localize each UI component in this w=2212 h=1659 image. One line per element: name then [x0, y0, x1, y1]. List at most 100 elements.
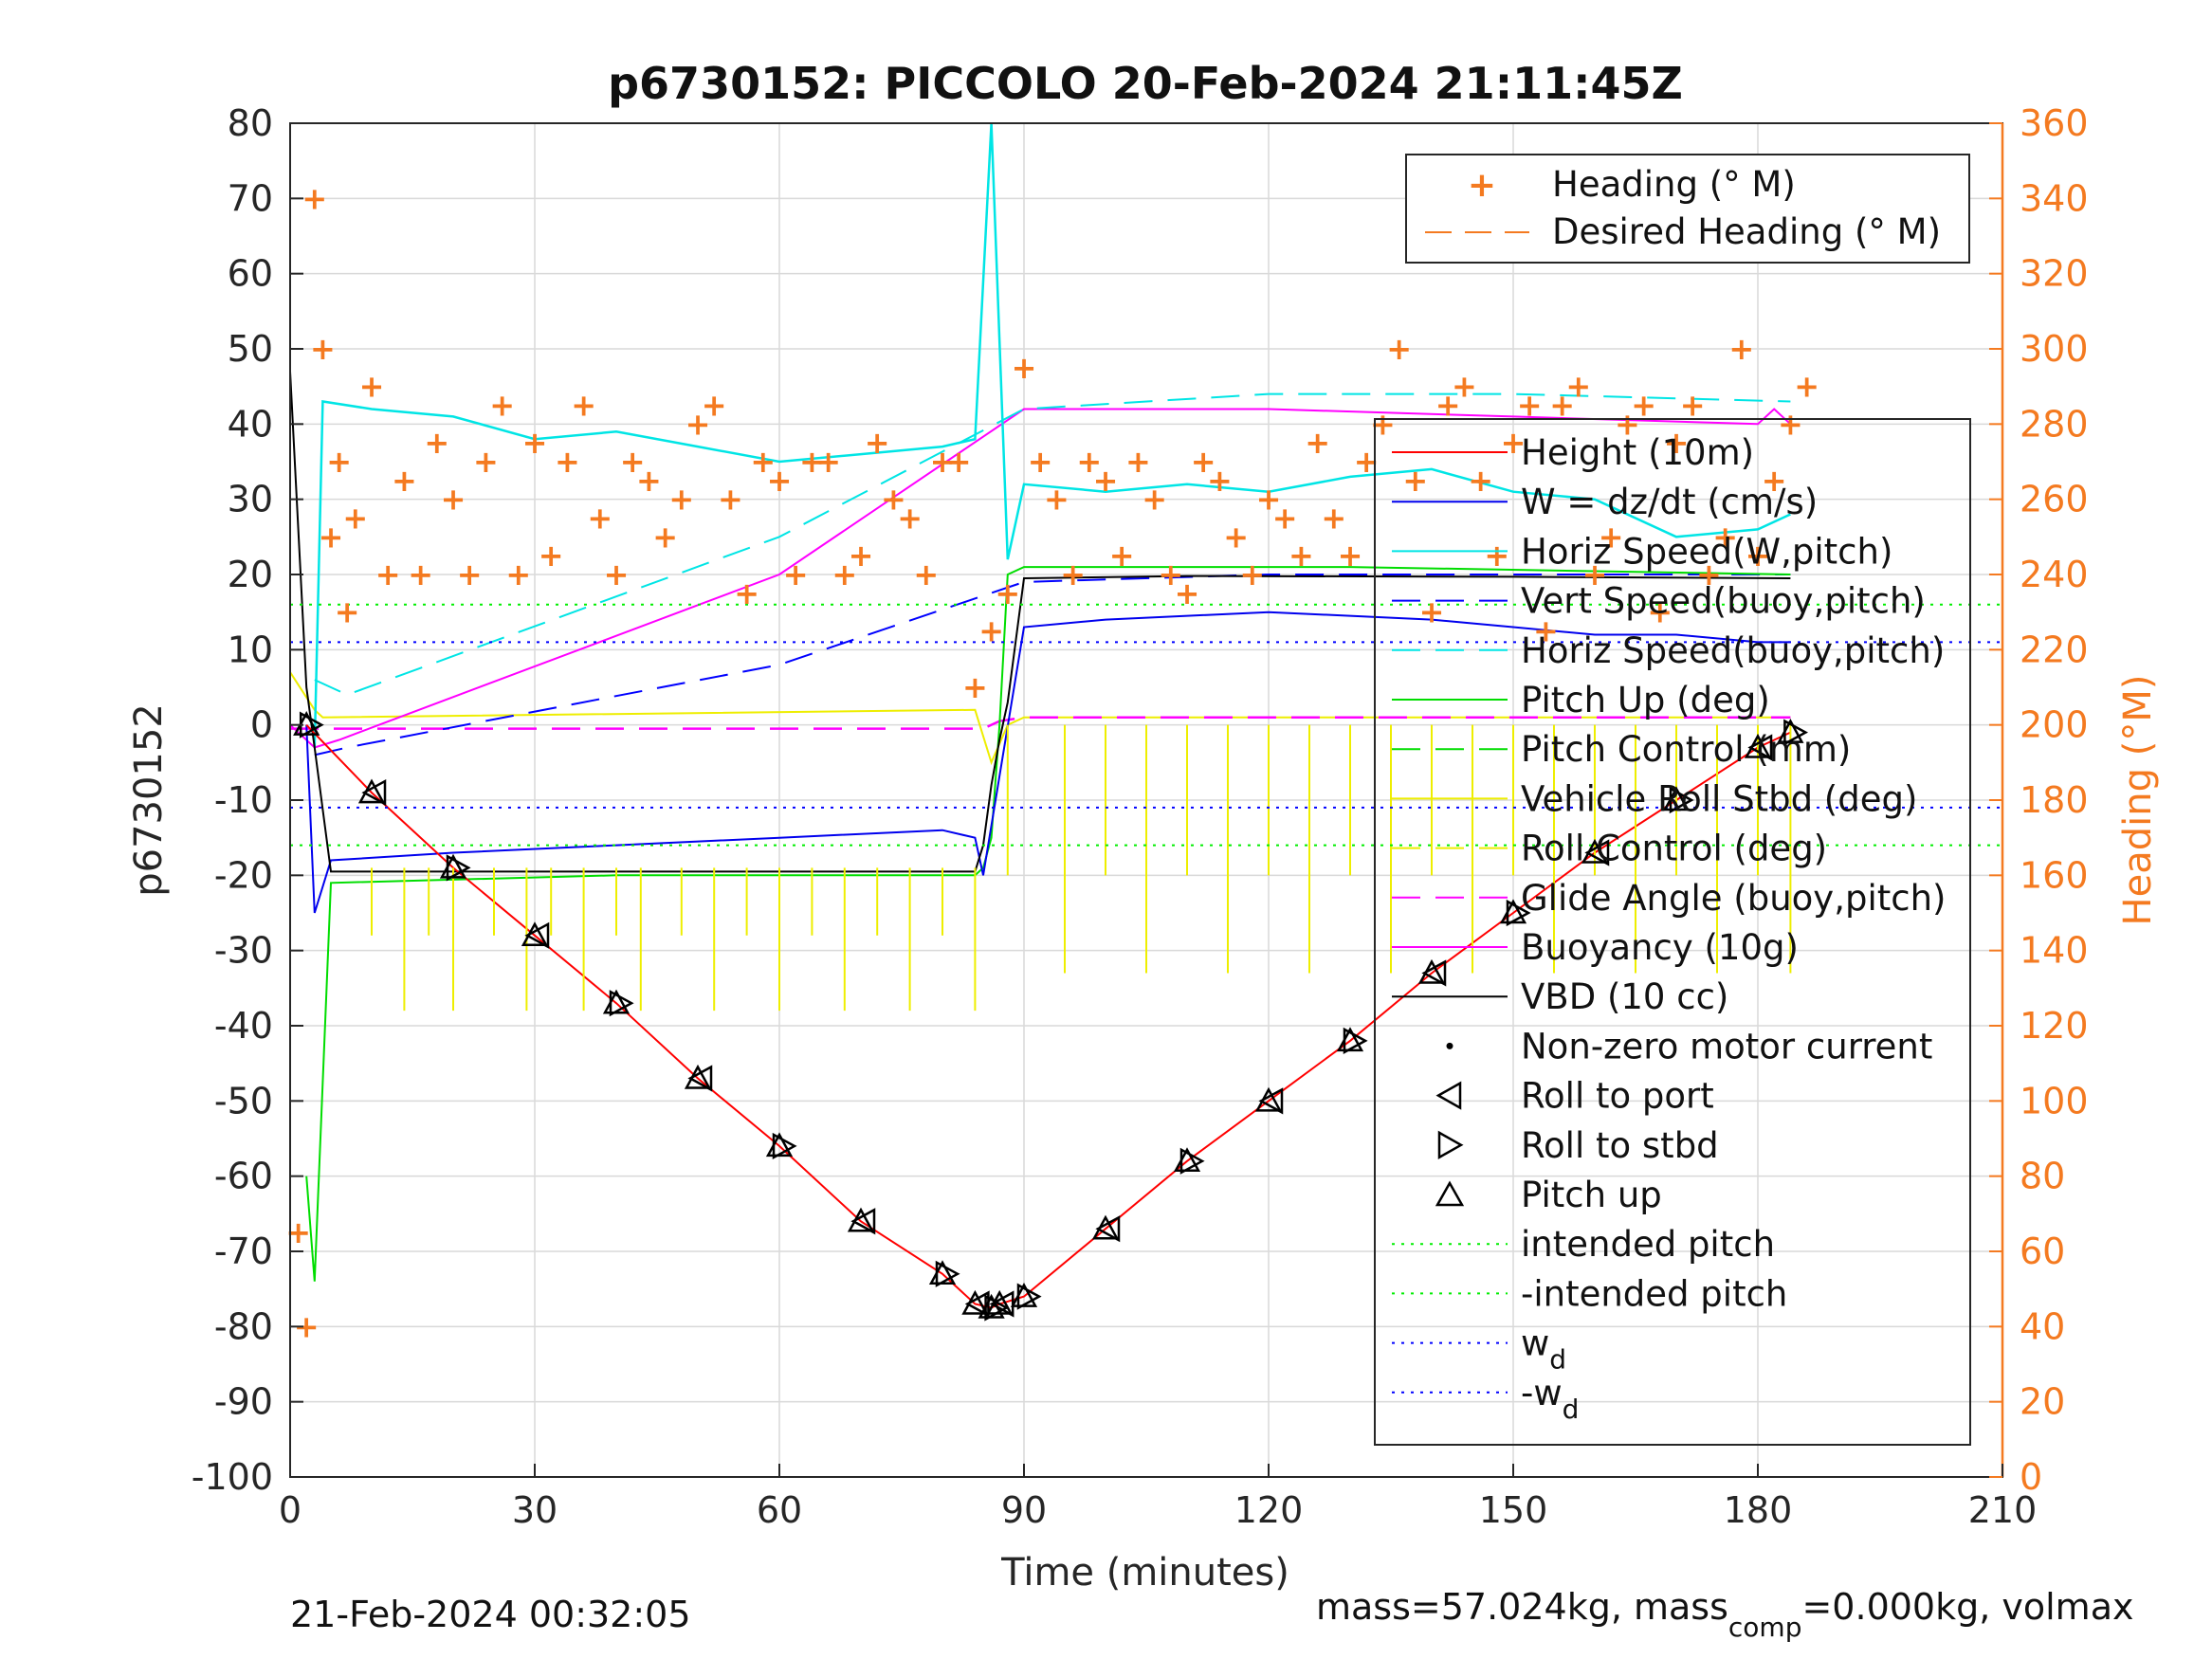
y2-tick-label: 240: [2020, 554, 2089, 595]
legend-label-height-10m-0: Height (10m): [1521, 432, 1754, 473]
heading-point: +: [587, 501, 612, 537]
y2-tick-label: 80: [2020, 1156, 2065, 1197]
y2-tick-label: 0: [2020, 1456, 2042, 1498]
y-tick-label: -20: [214, 854, 273, 896]
heading-point: +: [799, 444, 825, 480]
chart-title: p6730152: PICCOLO 20-Feb-2024 21:11:45Z: [608, 58, 1683, 109]
y2-axis-ticks: 0 20 40 60 80 100 120 140 160 180 200 220 240 260 280 3…: [1989, 102, 2089, 1498]
heading-point: +: [1599, 519, 1624, 555]
y-tick-label: -40: [214, 1005, 273, 1047]
legend-swatch-pitch-up: [1435, 1180, 1465, 1207]
pitch-roll-marker: [1783, 719, 1809, 746]
heading-point: +: [913, 556, 939, 592]
heading-point: +: [1272, 501, 1298, 537]
heading-point: +: [1207, 463, 1233, 499]
y-tick-label: 70: [228, 177, 273, 219]
footer-mass-subscript: comp: [1728, 1612, 1802, 1643]
heading-point: +: [489, 388, 515, 424]
heading-legend: + Heading (° M) Desired Heading (° M): [1405, 154, 1970, 264]
pitch-roll-marker: [850, 1208, 876, 1235]
y2-tick-label: 320: [2020, 253, 2089, 295]
heading-point: +: [1419, 594, 1445, 630]
heading-point: +: [1338, 538, 1363, 574]
y2-axis-label: Heading (°M): [2116, 675, 2160, 926]
heading-point: +: [1158, 556, 1183, 592]
y-tick-label: -90: [214, 1381, 273, 1423]
y2-tick-label: 260: [2020, 479, 2089, 520]
heading-point: +: [750, 444, 776, 480]
y-axis-ticks: -100-90-80-70-60-50-40-30-20-10010203040…: [192, 102, 303, 1498]
y-axis-label: p6730152: [127, 703, 171, 897]
heading-point: +: [718, 482, 743, 518]
heading-point: +: [1680, 388, 1706, 424]
pitch-roll-marker: [1506, 899, 1531, 927]
legend-subscript: d: [1563, 1394, 1580, 1425]
heading-point: +: [1549, 388, 1575, 424]
heading-point: +: [1223, 519, 1249, 555]
y-tick-label: -100: [192, 1456, 273, 1498]
legend-label-pitch-up-deg-5: Pitch Up (deg): [1521, 680, 1770, 720]
heading-point: +: [1452, 369, 1477, 405]
heading-point: +: [1076, 444, 1102, 480]
y-tick-label: -50: [214, 1080, 273, 1121]
heading-point: +: [1386, 331, 1412, 367]
y-tick-label: -10: [214, 779, 273, 821]
heading-point: +: [1175, 575, 1200, 611]
heading-point: +: [335, 594, 360, 630]
heading-point: +: [636, 463, 662, 499]
heading-point: +: [1093, 463, 1119, 499]
series-buoyancy-10g: [289, 408, 1792, 749]
heading-point: +: [310, 331, 336, 367]
heading-legend-label: Heading (° M): [1552, 164, 1796, 205]
pitch-roll-marker: [524, 921, 550, 949]
x-tick-label: 60: [757, 1489, 802, 1531]
legend-swatch-roll-to-port: [1435, 1081, 1462, 1110]
heading-point: +: [1582, 556, 1608, 592]
y2-tick-label: 200: [2020, 704, 2089, 746]
heading-point: +: [1142, 482, 1167, 518]
heading-point: +: [571, 388, 596, 424]
heading-point: +: [1012, 350, 1037, 386]
footer-timestamp: 21-Feb-2024 00:32:05: [290, 1594, 691, 1635]
x-tick-label: 30: [512, 1489, 558, 1531]
heading-point: +: [408, 556, 433, 592]
heading-point: +: [473, 444, 499, 480]
legend-label-vert-speed-buoy-pitch-3: Vert Speed(buoy,pitch): [1521, 581, 1926, 622]
heading-point: +: [1762, 463, 1787, 499]
heading-point: +: [326, 444, 352, 480]
legend-swatch-non-zero-motor-current: [1446, 1042, 1453, 1049]
pitch-roll-marker: [1343, 1027, 1368, 1054]
heading-point: +: [359, 369, 385, 405]
heading-point: +: [1501, 425, 1526, 461]
heading-point: +: [1484, 538, 1509, 574]
heading-point: +: [1191, 444, 1216, 480]
y-tick-label: 30: [228, 479, 273, 520]
desired-heading-legend-label: Desired Heading (° M): [1552, 211, 1941, 252]
x-tick-label: 150: [1479, 1489, 1548, 1531]
pitch-roll-marker: [1179, 1147, 1205, 1175]
heading-point: +: [832, 556, 857, 592]
y-tick-label: -60: [214, 1156, 273, 1197]
y2-tick-label: 340: [2020, 177, 2089, 219]
heading-point: +: [1615, 406, 1640, 442]
pitch-roll-marker: [687, 1065, 713, 1092]
series-horiz-speed-w-pitch: [313, 122, 1791, 748]
heading-point: +: [1256, 482, 1282, 518]
x-axis-ticks: 0 30 60 90 120 150 180 210: [279, 1464, 2037, 1531]
heading-point: +: [457, 556, 483, 592]
heading-point: +: [668, 482, 694, 518]
main-legend-box: [1374, 418, 1971, 1446]
footer-mass-text-a: mass=57.024kg, mass: [1316, 1586, 1728, 1628]
y-tick-label: 50: [228, 328, 273, 370]
y-tick-label: 40: [228, 403, 273, 445]
heading-point: +: [767, 463, 793, 499]
legend-label-glide-angle-buoy-pitch-9: Glide Angle (buoy,pitch): [1521, 878, 1946, 919]
heading-point: +: [604, 556, 630, 592]
heading-point: +: [539, 538, 564, 574]
legend-label-roll-to-stbd-14: Roll to stbd: [1521, 1125, 1719, 1166]
pitch-roll-marker: [609, 990, 634, 1017]
heading-point: +: [930, 444, 956, 480]
heading-point: +: [652, 519, 678, 555]
pitch-roll-marker: [1258, 1087, 1284, 1115]
y2-tick-label: 100: [2020, 1080, 2089, 1121]
